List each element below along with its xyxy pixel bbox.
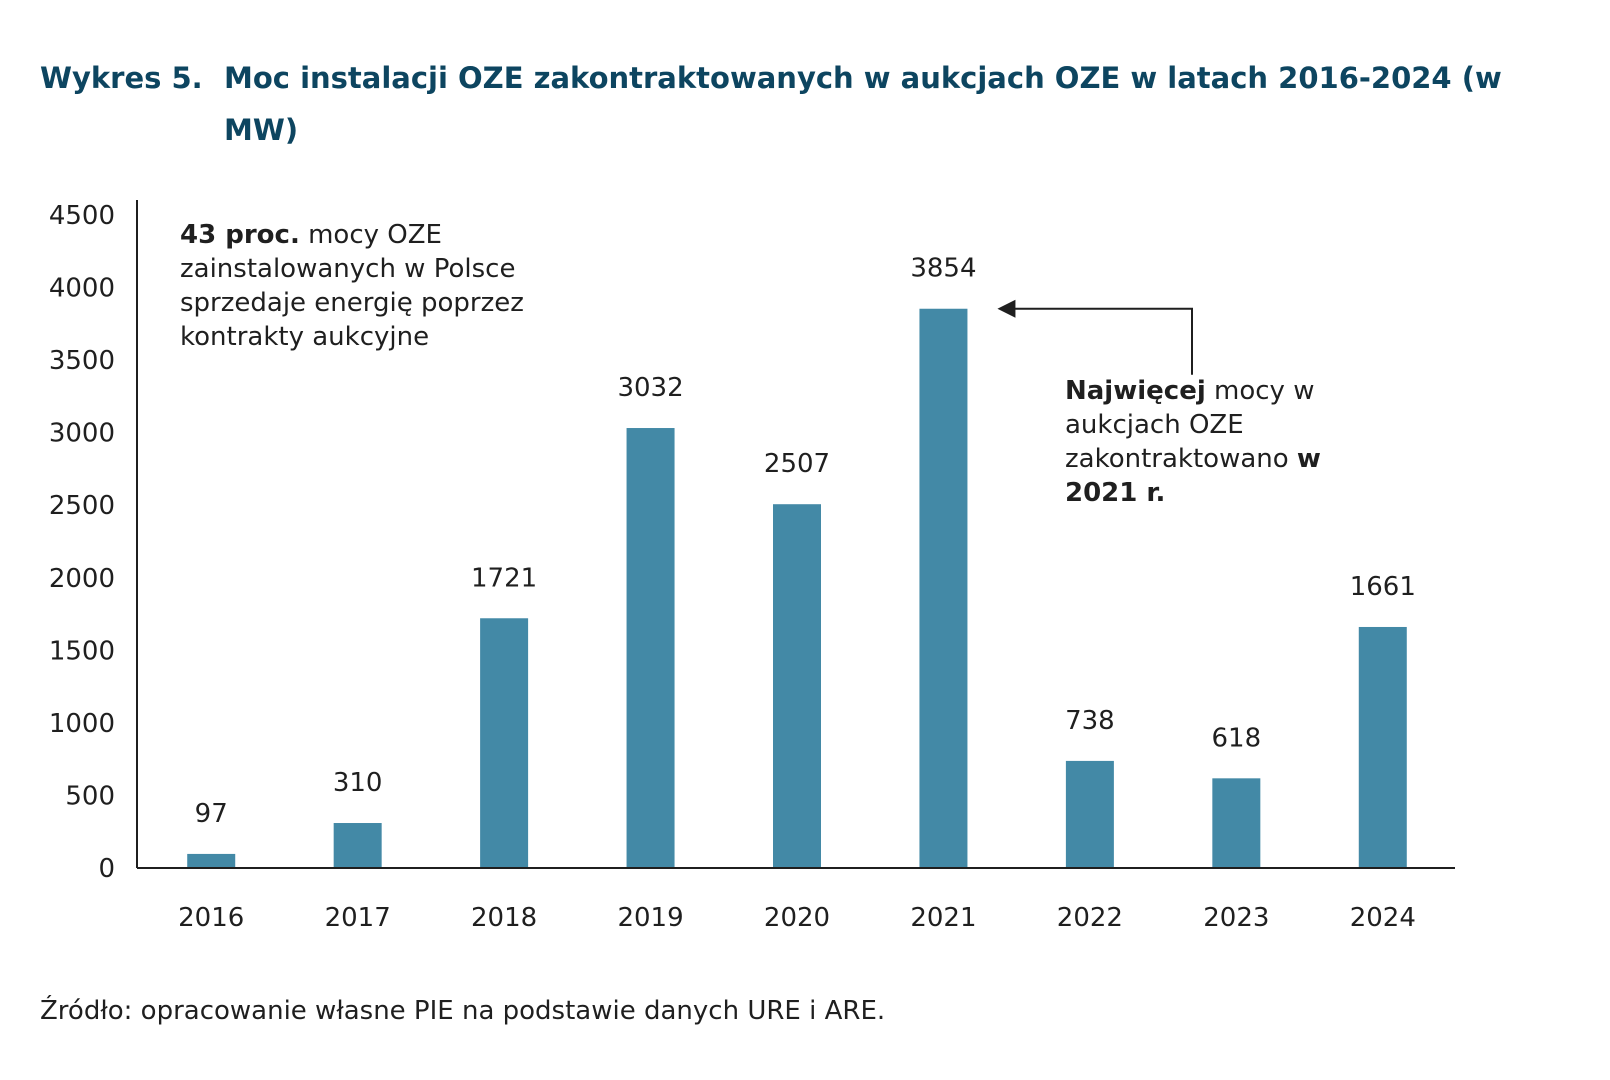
x-axis-ticks: 2016 2017 2018 2019 2020 2021 2022 2023 2024 [178,903,1416,933]
y-axis-ticks: 0 500 1000 1500 2000 2500 3000 3500 4000 4500 [49,201,115,884]
y-tick-label-3500: 3500 [49,346,115,376]
annotation-arrow [997,299,1193,375]
bar-2021 [919,308,968,868]
bar-2022 [1065,760,1114,868]
annotation-peak-bold: Najwięcej [1065,376,1206,406]
annotation-share: 43 proc. mocy OZE zainstalowanych w Pols… [180,218,600,354]
x-tick-label-2016: 2016 [178,903,244,933]
bar-2018 [480,618,529,868]
bar-2019 [626,428,675,868]
annotation-peak-year: w 2021 r. [1065,444,1321,508]
value-label-2016: 97 [195,799,228,829]
bar-2017 [333,823,382,868]
value-label-2017: 310 [333,768,383,798]
value-label-2020: 2507 [764,449,830,479]
bar-2023 [1212,778,1261,868]
value-label-2019: 3032 [617,373,683,403]
y-tick-label-0: 0 [98,854,115,884]
bars [187,308,1407,868]
bar-2016 [187,853,236,868]
y-tick-label-2500: 2500 [49,491,115,521]
x-tick-label-2018: 2018 [471,903,537,933]
value-label-2024: 1661 [1350,572,1416,602]
value-labels: 97 310 1721 3032 2507 3854 738 618 1661 [195,254,1416,829]
value-label-2022: 738 [1065,706,1115,736]
value-label-2018: 1721 [471,563,537,593]
x-tick-label-2021: 2021 [910,903,976,933]
annotation-peak-text: mocy w aukcjach OZE zakontraktowano [1065,376,1315,474]
annotation-peak: Najwięcej mocy w aukcjach OZE zakontrakt… [1065,374,1365,510]
y-tick-label-3000: 3000 [49,419,115,449]
bar-chart: 0 500 1000 1500 2000 2500 3000 3500 4000 4500 97 3… [49,200,1455,933]
annotation-share-bold: 43 proc. [180,220,300,250]
arrow-line [1011,307,1193,375]
bar-2024 [1358,626,1407,868]
x-tick-label-2022: 2022 [1057,903,1123,933]
y-tick-label-4500: 4500 [49,201,115,231]
y-tick-label-4000: 4000 [49,274,115,304]
x-tick-label-2024: 2024 [1350,903,1416,933]
source-note: Źródło: opracowanie własne PIE na podsta… [40,996,886,1026]
chart-number-label: Wykres 5. [40,61,203,95]
x-tick-label-2020: 2020 [764,903,830,933]
arrow-head [997,299,1016,318]
x-tick-label-2017: 2017 [325,903,391,933]
value-label-2021: 3854 [910,254,976,284]
y-tick-label-500: 500 [65,781,115,811]
value-label-2023: 618 [1212,723,1262,753]
y-tick-label-1000: 1000 [49,709,115,739]
y-tick-label-1500: 1500 [49,636,115,666]
x-tick-label-2023: 2023 [1203,903,1269,933]
y-tick-label-2000: 2000 [49,564,115,594]
x-tick-label-2019: 2019 [617,903,683,933]
annotation-share-text: mocy OZE zainstalowanych w Polsce sprzed… [180,220,524,352]
bar-2020 [773,504,821,868]
chart-title: Moc instalacji OZE zakontraktowanych w a… [224,61,1502,147]
